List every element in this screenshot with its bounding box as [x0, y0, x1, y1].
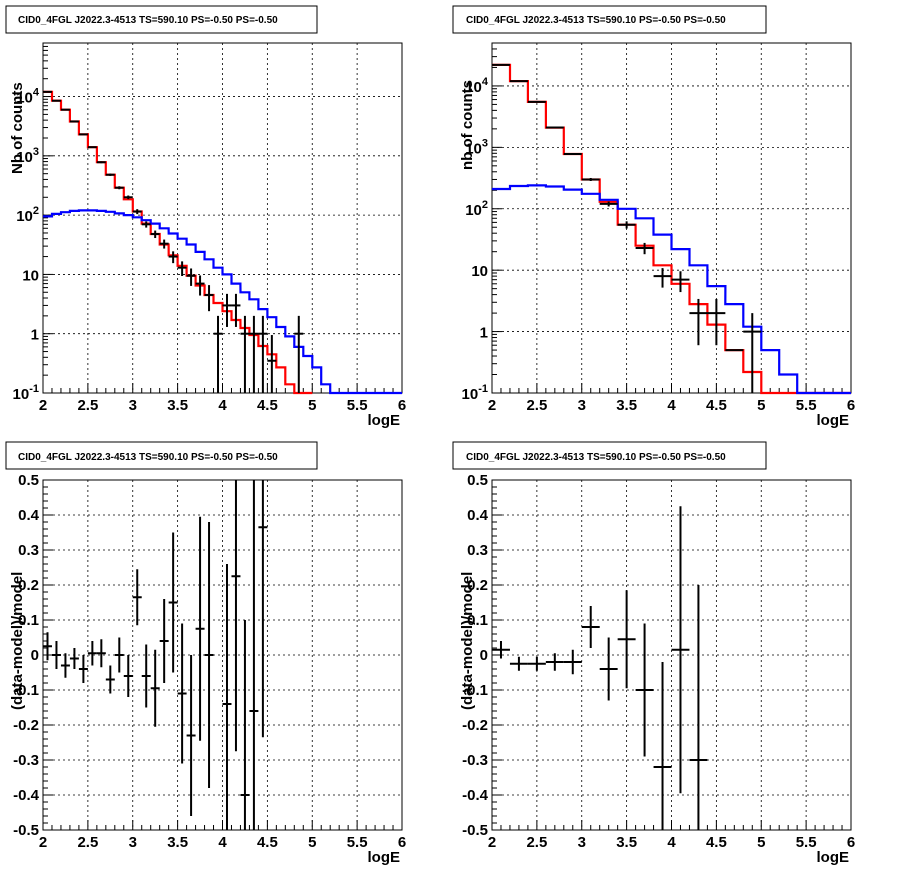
y-tick-label: 103 — [16, 146, 39, 166]
residuals-panel-left: 2 2.5 3 3.5 4 4.5 5 5.5 6 -0.5 -0.4 -0.3 -0.2 -0.1 0 0.… — [5, 441, 406, 866]
y-tick-label: 0.5 — [467, 472, 488, 489]
x-tick-label: 5 — [308, 834, 316, 851]
x-tick-label: 4.5 — [257, 397, 278, 414]
title-box — [5, 441, 318, 470]
x-tick-label: 2.5 — [526, 834, 547, 851]
y-axis-label: nb of counts — [459, 80, 476, 170]
y-axis-label: (data-model)/model — [9, 572, 26, 710]
x-tick-label: 3 — [578, 834, 586, 851]
y-tick-label: 102 — [16, 205, 39, 225]
x-tick-label: 5.5 — [796, 397, 817, 414]
x-tick-label: 2.5 — [77, 834, 98, 851]
y-tick-label: -0.2 — [13, 717, 39, 734]
x-tick-label: 3.5 — [167, 834, 188, 851]
x-tick-label: 3.5 — [616, 397, 637, 414]
x-tick-label: 4 — [667, 397, 676, 414]
x-tick-label: 3 — [578, 397, 586, 414]
x-tick-label: 5 — [757, 834, 765, 851]
x-tick-label: 2 — [39, 397, 47, 414]
x-tick-label: 5.5 — [347, 834, 368, 851]
x-tick-label: 3.5 — [167, 397, 188, 414]
panel-title: CID0_4FGL J2022.3-4513 TS=590.10 PS=-0.5… — [466, 15, 726, 26]
x-tick-label: 4.5 — [706, 397, 727, 414]
y-tick-label: 0.3 — [18, 542, 39, 559]
x-axis-label: logE — [368, 412, 401, 429]
x-axis-label: logE — [817, 412, 850, 429]
title-box — [452, 441, 767, 470]
x-tick-label: 6 — [398, 834, 406, 851]
x-tick-label: 6 — [847, 397, 855, 414]
x-tick-label: 2 — [488, 834, 496, 851]
y-tick-label: 0.3 — [467, 542, 488, 559]
y-tick-label: -0.4 — [13, 787, 40, 804]
x-tick-label: 3.5 — [616, 834, 637, 851]
y-tick-label: 0.1 — [18, 612, 39, 629]
x-tick-label: 2.5 — [77, 397, 98, 414]
y-axis-label: Nb of counts — [9, 82, 26, 174]
y-tick-label: 10-1 — [13, 383, 39, 403]
model-component-line — [43, 209, 402, 395]
y-tick-label: 10-1 — [462, 383, 488, 403]
residuals-panel-right: 2 2.5 3 3.5 4 4.5 5 5.5 6 -0.5 -0.4 -0.3 -0.2 -0.1 0 0.… — [452, 441, 855, 866]
y-tick-label: 0.5 — [18, 472, 39, 489]
y-tick-label: 104 — [16, 87, 40, 107]
x-tick-label: 4 — [218, 834, 227, 851]
y-tick-label: 1 — [31, 327, 39, 344]
title-box — [452, 5, 767, 34]
x-tick-label: 5 — [757, 397, 765, 414]
panel-title: CID0_4FGL J2022.3-4513 TS=590.10 PS=-0.5… — [466, 452, 726, 463]
panel-title: CID0_4FGL J2022.3-4513 TS=590.10 PS=-0.5… — [18, 452, 278, 463]
x-tick-label: 6 — [398, 397, 406, 414]
y-tick-label: 0.2 — [18, 577, 39, 594]
y-tick-label: 0 — [480, 647, 488, 664]
x-tick-label: 2 — [39, 834, 47, 851]
x-axis-label: logE — [368, 849, 401, 866]
y-tick-label: -0.5 — [462, 822, 488, 839]
panel-title: CID0_4FGL J2022.3-4513 TS=590.10 PS=-0.5… — [18, 15, 278, 26]
y-tick-label: -0.2 — [462, 717, 488, 734]
model-component-line — [492, 184, 851, 395]
y-tick-label: -0.1 — [13, 682, 39, 699]
x-tick-label: 3 — [129, 834, 137, 851]
y-tick-label: 103 — [465, 137, 488, 157]
x-axis-label: logE — [817, 849, 850, 866]
model-total-line — [43, 90, 313, 395]
y-tick-label: 10 — [471, 263, 488, 280]
y-tick-label: -0.1 — [462, 682, 488, 699]
y-axis-label: (data-model)/model — [459, 572, 476, 710]
x-tick-label: 4 — [667, 834, 676, 851]
y-tick-label: -0.5 — [13, 822, 39, 839]
y-tick-label: 104 — [465, 76, 489, 96]
y-tick-label: 10 — [22, 267, 39, 284]
y-tick-label: -0.3 — [13, 752, 39, 769]
x-tick-label: 5.5 — [347, 397, 368, 414]
y-tick-label: 102 — [465, 199, 488, 219]
x-tick-label: 4 — [218, 397, 227, 414]
x-tick-label: 2.5 — [526, 397, 547, 414]
y-tick-label: -0.3 — [462, 752, 488, 769]
y-tick-label: 0.2 — [467, 577, 488, 594]
y-tick-label: 1 — [480, 325, 488, 342]
y-tick-label: 0.4 — [467, 507, 489, 524]
x-tick-label: 4.5 — [257, 834, 278, 851]
y-tick-label: 0.1 — [467, 612, 488, 629]
x-tick-label: 4.5 — [706, 834, 727, 851]
y-tick-label: 0.4 — [18, 507, 40, 524]
x-tick-label: 5 — [308, 397, 316, 414]
x-tick-label: 6 — [847, 834, 855, 851]
x-tick-label: 2 — [488, 397, 496, 414]
y-tick-label: 0 — [31, 647, 39, 664]
x-tick-label: 5.5 — [796, 834, 817, 851]
y-tick-label: -0.4 — [462, 787, 489, 804]
x-tick-label: 3 — [129, 397, 137, 414]
title-box — [5, 5, 318, 34]
